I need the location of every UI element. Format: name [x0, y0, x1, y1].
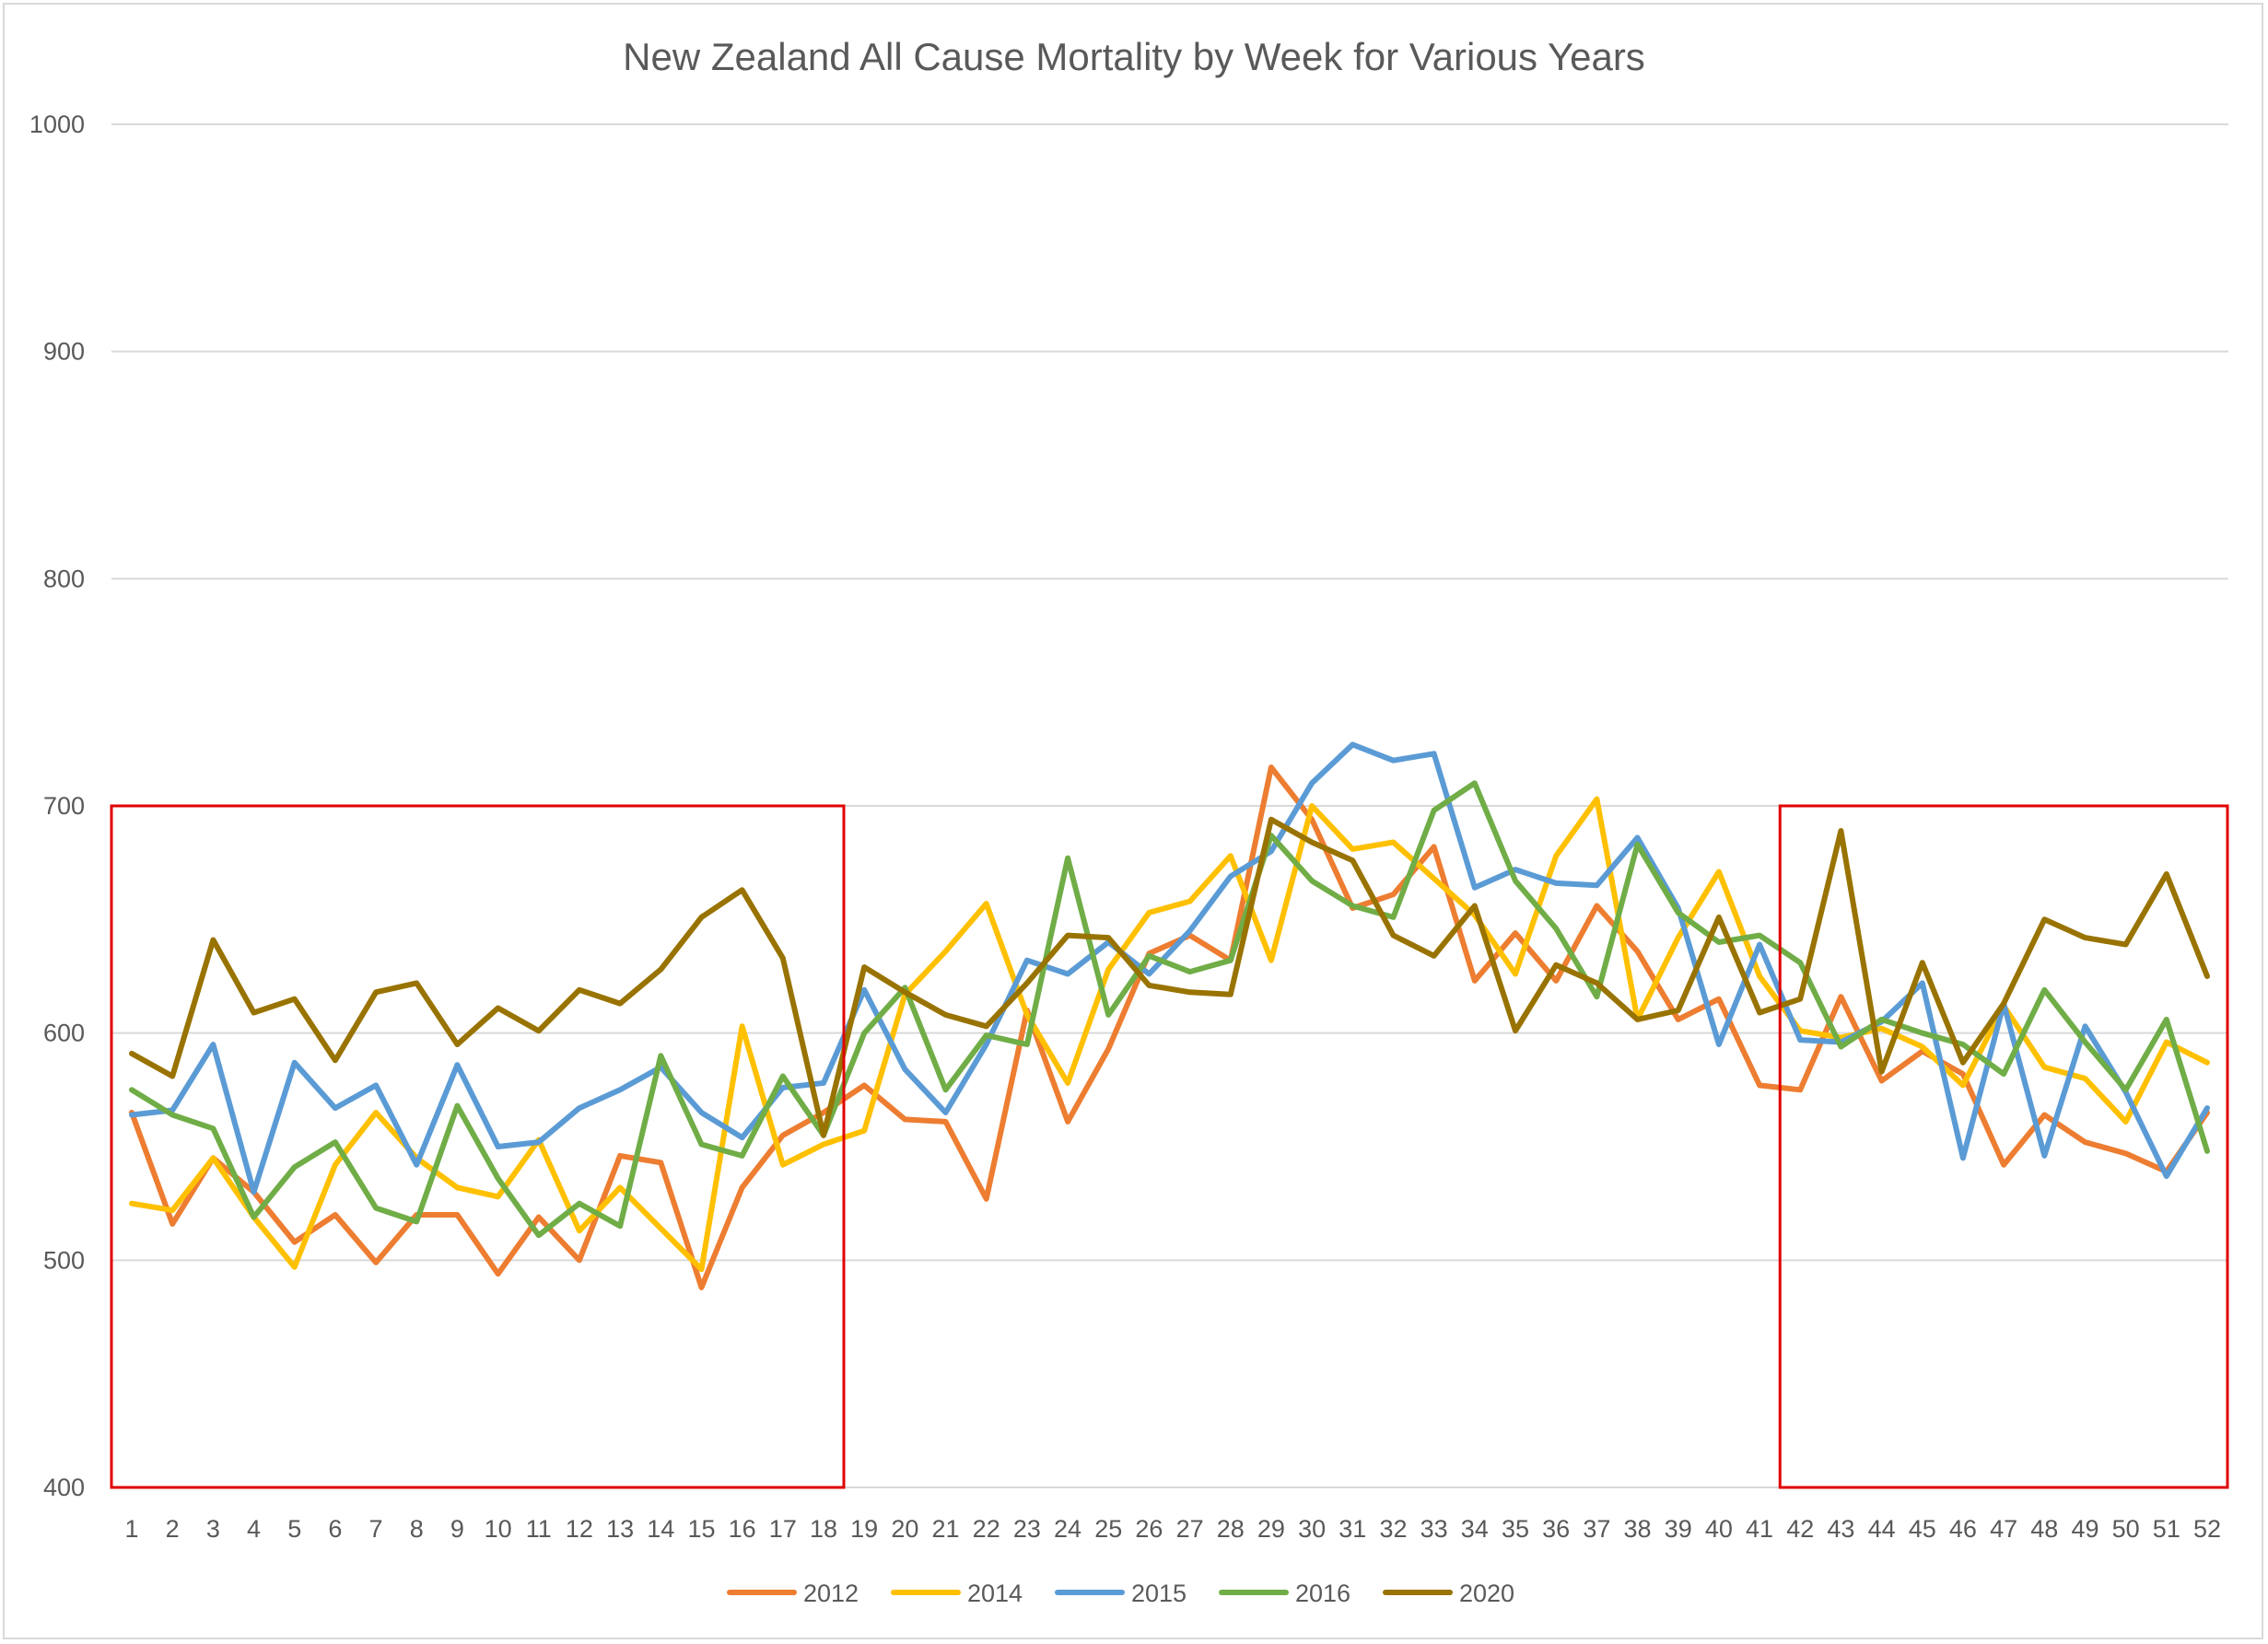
- legend-label-2014: 2014: [967, 1580, 1023, 1607]
- x-tick-label: 20: [891, 1515, 918, 1543]
- x-tick-label: 5: [287, 1515, 301, 1543]
- series-layer: [129, 741, 2210, 1290]
- x-tick-label: 7: [369, 1515, 383, 1543]
- highlight-box: [1778, 804, 2229, 1489]
- series-line-2016: [129, 780, 2210, 1239]
- x-axis-ticks: 1 2 3 4 5 6 7 8 9 10 11 12 13 14 15 16 17 18 19 20 21 22 23 24 2…: [124, 1515, 2221, 1543]
- x-tick-label: 13: [606, 1515, 634, 1543]
- x-tick-label: 6: [328, 1515, 342, 1543]
- y-tick-label: 600: [43, 1020, 85, 1047]
- x-tick-label: 27: [1176, 1515, 1204, 1543]
- x-tick-label: 43: [1827, 1515, 1854, 1543]
- y-tick-label: 800: [43, 565, 85, 592]
- x-tick-label: 23: [1013, 1515, 1041, 1543]
- x-tick-label: 3: [206, 1515, 220, 1543]
- x-tick-label: 44: [1868, 1515, 1896, 1543]
- highlight-box: [110, 804, 846, 1489]
- x-tick-label: 42: [1786, 1515, 1814, 1543]
- x-tick-label: 12: [566, 1515, 593, 1543]
- x-tick-label: 48: [2030, 1515, 2058, 1543]
- x-tick-label: 15: [687, 1515, 715, 1543]
- chart-title: New Zealand All Cause Mortality by Week …: [623, 35, 1645, 78]
- series-line-2012: [129, 764, 2210, 1290]
- x-tick-label: 11: [526, 1515, 552, 1543]
- x-tick-label: 21: [932, 1515, 960, 1543]
- x-tick-label: 4: [247, 1515, 261, 1543]
- x-tick-label: 39: [1665, 1515, 1692, 1543]
- x-tick-label: 36: [1542, 1515, 1570, 1543]
- series-line-2015: [129, 741, 2210, 1195]
- x-tick-label: 1: [124, 1515, 138, 1543]
- x-tick-label: 50: [2112, 1515, 2140, 1543]
- x-tick-label: 18: [810, 1515, 837, 1543]
- y-tick-label: 900: [43, 338, 85, 366]
- x-tick-label: 14: [647, 1515, 674, 1543]
- legend-label-2016: 2016: [1295, 1580, 1350, 1607]
- x-tick-label: 33: [1420, 1515, 1448, 1543]
- highlight-layer: [110, 804, 2229, 1489]
- x-tick-label: 28: [1217, 1515, 1245, 1543]
- x-tick-label: 52: [2193, 1515, 2221, 1543]
- y-tick-label: 500: [43, 1246, 85, 1274]
- x-tick-label: 34: [1461, 1515, 1489, 1543]
- x-tick-label: 25: [1094, 1515, 1122, 1543]
- x-tick-label: 16: [729, 1515, 756, 1543]
- x-tick-label: 2: [166, 1515, 180, 1543]
- x-tick-label: 9: [450, 1515, 464, 1543]
- x-tick-label: 32: [1379, 1515, 1407, 1543]
- legend: 2012 2014 2015 2016 2020: [727, 1580, 1514, 1607]
- x-tick-label: 51: [2153, 1515, 2180, 1543]
- y-tick-label: 400: [43, 1474, 85, 1501]
- y-axis-ticks: 400 500 600 700 800 900 1000: [29, 111, 85, 1501]
- x-tick-label: 30: [1298, 1515, 1326, 1543]
- x-tick-label: 38: [1624, 1515, 1652, 1543]
- x-tick-label: 17: [769, 1515, 797, 1543]
- x-tick-label: 46: [1949, 1515, 1977, 1543]
- x-tick-label: 10: [485, 1515, 512, 1543]
- x-tick-label: 47: [1990, 1515, 2017, 1543]
- x-tick-label: 35: [1502, 1515, 1529, 1543]
- x-tick-label: 8: [410, 1515, 424, 1543]
- x-tick-label: 24: [1054, 1515, 1081, 1543]
- x-tick-label: 29: [1257, 1515, 1285, 1543]
- chart-frame: [3, 3, 2263, 1639]
- legend-label-2020: 2020: [1459, 1580, 1514, 1607]
- x-tick-label: 41: [1746, 1515, 1773, 1543]
- x-tick-label: 49: [2071, 1515, 2098, 1543]
- x-tick-label: 45: [1909, 1515, 1936, 1543]
- x-tick-label: 26: [1135, 1515, 1163, 1543]
- y-tick-label: 1000: [29, 111, 85, 138]
- legend-label-2015: 2015: [1131, 1580, 1187, 1607]
- x-tick-label: 31: [1339, 1515, 1366, 1543]
- x-tick-label: 19: [850, 1515, 878, 1543]
- series-line-2020: [129, 816, 2210, 1138]
- legend-label-2012: 2012: [803, 1580, 859, 1607]
- x-tick-label: 22: [973, 1515, 1000, 1543]
- x-tick-label: 37: [1583, 1515, 1610, 1543]
- x-tick-label: 40: [1705, 1515, 1733, 1543]
- y-tick-label: 700: [43, 792, 85, 820]
